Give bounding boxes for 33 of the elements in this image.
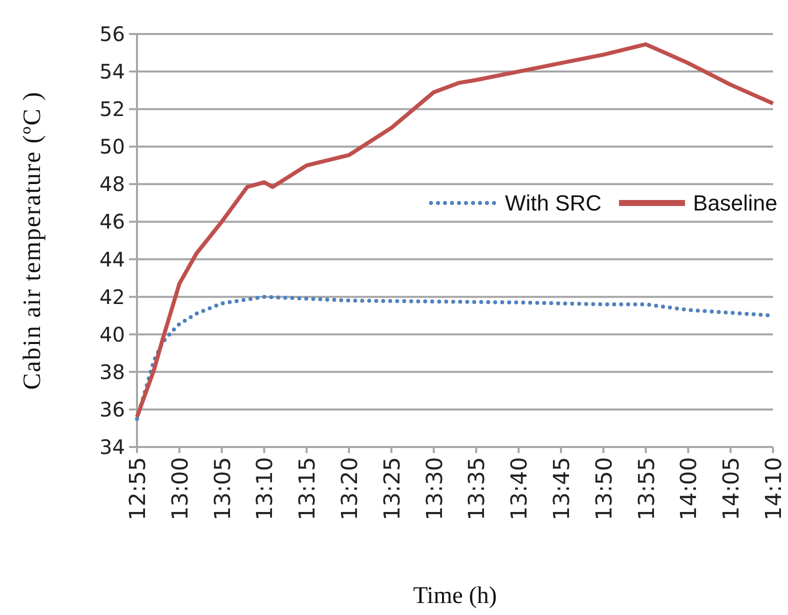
- y-tick-label: 38: [100, 360, 125, 384]
- y-tick-label: 34: [100, 435, 125, 459]
- y-tick-label: 40: [100, 322, 125, 346]
- x-tick-label: 14:10: [762, 457, 787, 520]
- y-tick-label: 52: [100, 97, 125, 122]
- y-axis-title: Cabin air temperature (ºC ): [19, 91, 46, 390]
- y-tick-label: 56: [100, 22, 125, 46]
- y-tick-label: 44: [100, 247, 125, 272]
- x-tick-label: 13:30: [422, 457, 448, 520]
- y-tick-label: 50: [100, 134, 125, 159]
- x-tick-label: 13:45: [550, 457, 575, 520]
- x-tick-label: 14:00: [677, 457, 702, 520]
- y-tick-label: 42: [100, 284, 125, 309]
- x-tick-label: 13:10: [253, 457, 278, 520]
- x-tick-label: 13:00: [168, 457, 194, 520]
- x-tick-label: 13:15: [296, 457, 321, 520]
- line-series: [135, 42, 775, 419]
- x-tick-label: 12:55: [126, 457, 151, 520]
- x-tick-label: 13:40: [508, 457, 533, 520]
- x-tick-label: 13:20: [338, 457, 363, 520]
- y-tick-label: 36: [100, 397, 125, 422]
- x-tick-label: 14:05: [720, 457, 745, 520]
- legend-label: Baseline: [693, 190, 778, 216]
- y-tick-label: 46: [100, 210, 125, 234]
- y-tick-label: 48: [100, 172, 125, 196]
- x-tick-label: 13:50: [592, 457, 618, 520]
- x-axis-title: Time (h): [413, 583, 497, 609]
- x-tick-label: 13:05: [210, 457, 236, 520]
- x-tick-label: 13:55: [634, 457, 660, 520]
- legend-label: With SRC: [505, 190, 602, 216]
- x-tick-label: 13:35: [465, 457, 490, 520]
- y-tick-label: 54: [100, 60, 125, 84]
- x-tick-label: 13:25: [380, 457, 406, 520]
